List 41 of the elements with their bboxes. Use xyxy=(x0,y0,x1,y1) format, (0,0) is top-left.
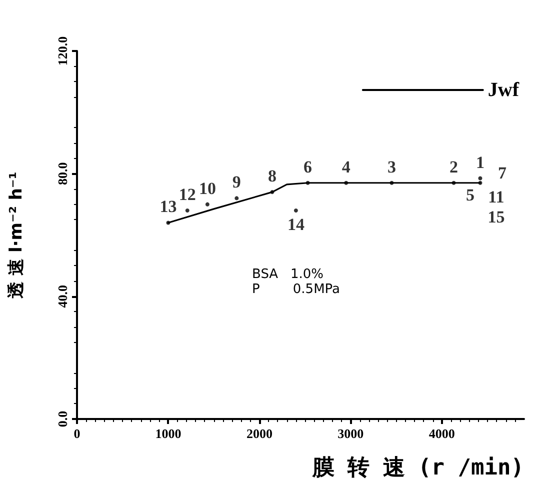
annotation: 1 xyxy=(476,152,484,172)
annotation: 9 xyxy=(232,172,241,192)
x-axis-title: 膜 转 速 (r /min) xyxy=(311,456,524,480)
annotation: P 0.5MPa xyxy=(252,282,340,297)
annotation: 4 xyxy=(342,157,351,176)
y-tick-label: 80.0 xyxy=(55,162,70,186)
x-tick-label: 0 xyxy=(74,426,80,441)
annotation: 14 xyxy=(287,214,305,234)
y-tick-label: 120.0 xyxy=(55,36,70,66)
text: Jwf xyxy=(488,79,520,101)
y-tick-label: 40.0 xyxy=(55,284,70,308)
annotation: 6 xyxy=(304,157,312,176)
y-tick-label: 0.0 xyxy=(55,410,70,428)
annotation: 5 xyxy=(466,185,474,204)
point xyxy=(270,190,274,194)
x-tick-label: 4000 xyxy=(428,426,455,441)
x-tick-label: 3000 xyxy=(338,426,364,441)
point xyxy=(185,208,190,212)
point xyxy=(478,180,482,185)
point xyxy=(344,180,348,185)
annotation: BSA 1.0% xyxy=(252,267,324,282)
annotation: 2 xyxy=(450,157,458,176)
point xyxy=(234,196,239,200)
annotation: 7 xyxy=(498,163,507,182)
point xyxy=(390,180,394,185)
point xyxy=(205,202,210,206)
x-tick-label: 1000 xyxy=(155,426,182,441)
x-tick-label: 2000 xyxy=(246,426,272,441)
point xyxy=(166,220,170,225)
point xyxy=(478,176,482,180)
y-axis-title: 透 速 l·m⁻² h⁻¹ xyxy=(6,172,26,300)
annotation: 8 xyxy=(268,166,276,186)
point xyxy=(306,180,310,185)
annotation: 3 xyxy=(387,157,396,176)
annotation: 15 xyxy=(488,207,505,226)
annotation: 13 xyxy=(160,197,177,216)
annotation: 10 xyxy=(198,178,216,198)
annotation: 12 xyxy=(178,184,196,204)
point xyxy=(452,180,456,185)
point xyxy=(294,208,298,212)
annotation: 11 xyxy=(488,187,504,206)
